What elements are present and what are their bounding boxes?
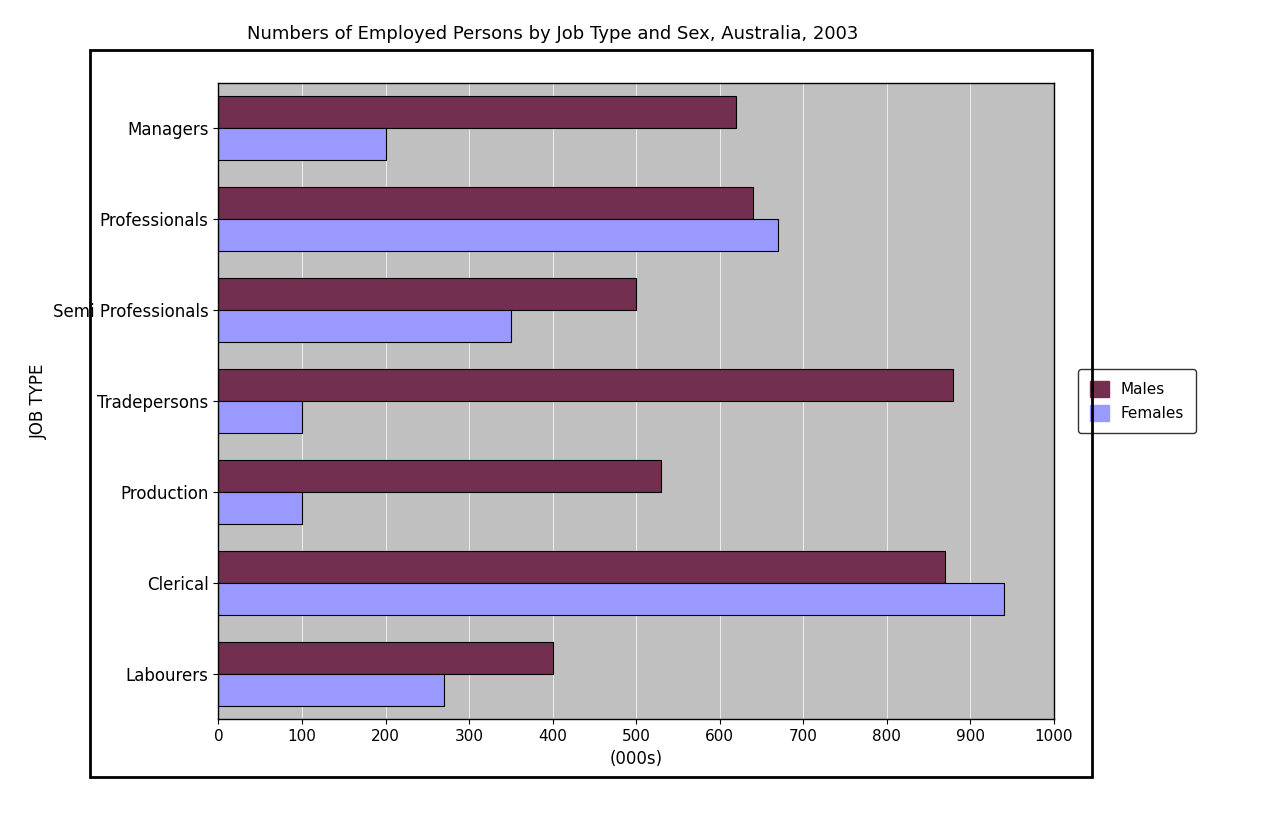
- Bar: [218, 219, 779, 251]
- Y-axis label: JOB TYPE: JOB TYPE: [30, 363, 48, 439]
- Bar: [218, 643, 553, 674]
- Bar: [218, 583, 1004, 615]
- Legend: Males, Females: Males, Females: [1078, 369, 1196, 433]
- Bar: [218, 674, 445, 705]
- Bar: [218, 128, 386, 160]
- Bar: [218, 401, 302, 433]
- Bar: [218, 96, 736, 128]
- Bar: [218, 278, 636, 310]
- Bar: [218, 310, 511, 342]
- Bar: [218, 369, 953, 401]
- Text: Numbers of Employed Persons by Job Type and Sex, Australia, 2003: Numbers of Employed Persons by Job Type …: [247, 25, 858, 43]
- Bar: [218, 187, 753, 219]
- Bar: [218, 492, 302, 524]
- Bar: [218, 460, 662, 492]
- X-axis label: (000s): (000s): [609, 750, 663, 767]
- Bar: [218, 552, 946, 583]
